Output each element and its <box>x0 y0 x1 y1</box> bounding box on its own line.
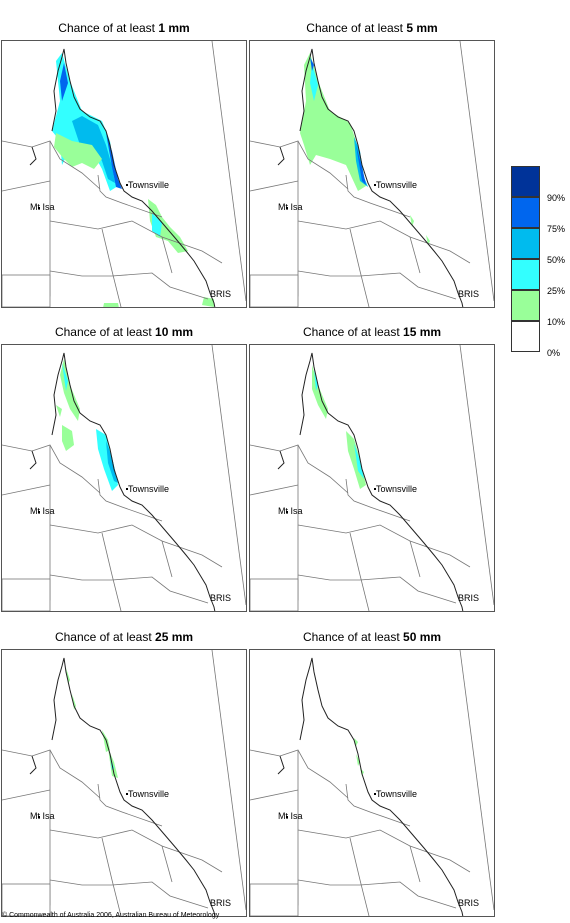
label-townsville: Townsville <box>376 484 418 494</box>
map-panel-15mm: Chance of at least 15 mm <box>249 325 495 612</box>
label-brisbane: BRIS <box>458 898 480 908</box>
legend-label-75: 75% <box>547 224 566 234</box>
panel-title: Chance of at least 10 mm <box>54 325 194 339</box>
state-borders <box>2 41 246 307</box>
legend-swatch-75-90 <box>511 197 540 228</box>
copyright-notice: © Commonwealth of Australia 2006, Austra… <box>2 912 220 919</box>
map: Townsville Mt Isa BRIS <box>1 40 247 308</box>
panel-title: Chance of at least 1 mm <box>58 21 190 35</box>
label-brisbane: BRIS <box>210 593 232 603</box>
map-graphic <box>2 650 246 916</box>
map-graphic <box>250 345 494 611</box>
coastline <box>29 48 216 307</box>
panel-title: Chance of at least 50 mm <box>302 630 442 644</box>
map: Townsville Mt Isa BRIS <box>249 344 495 612</box>
legend-swatch-0-10 <box>511 321 540 352</box>
map-panel-50mm: Chance of at least 50 mm <box>249 630 495 917</box>
map-graphic <box>2 41 246 307</box>
map: Townsville Mt Isa BRIS <box>249 40 495 308</box>
label-townsville: Townsville <box>376 180 418 190</box>
label-mt-isa: Mt Isa <box>278 506 303 516</box>
label-mt-isa: Mt Isa <box>30 811 55 821</box>
city-dots <box>38 184 128 209</box>
legend-swatch-90-100 <box>511 166 540 197</box>
probability-legend: 90% 75% 50% 25% 10% 0% <box>511 166 570 358</box>
map-panel-25mm: Chance of at least 25 mm <box>1 630 247 917</box>
label-mt-isa: Mt Isa <box>278 811 303 821</box>
panel-title: Chance of at least 15 mm <box>302 325 442 339</box>
label-brisbane: BRIS <box>210 289 232 299</box>
legend-label-50: 50% <box>547 255 566 265</box>
panel-title: Chance of at least 5 mm <box>306 21 438 35</box>
label-brisbane: BRIS <box>210 898 232 908</box>
legend-swatch-25-50 <box>511 259 540 290</box>
rain-probability-shading <box>52 53 214 307</box>
label-mt-isa: Mt Isa <box>30 506 55 516</box>
map: Townsville Mt Isa BRIS <box>249 649 495 917</box>
label-townsville: Townsville <box>128 484 170 494</box>
label-mt-isa: Mt Isa <box>278 202 303 212</box>
map-panel-1mm: Chance of at least 1 mm <box>1 21 247 308</box>
label-brisbane: BRIS <box>458 593 480 603</box>
map-graphic <box>250 41 494 307</box>
legend-label-0: 0% <box>547 348 561 358</box>
legend-label-25: 25% <box>547 286 566 296</box>
legend-swatch-10-25 <box>511 290 540 321</box>
map: Townsville Mt Isa BRIS <box>1 649 247 917</box>
label-townsville: Townsville <box>128 180 170 190</box>
label-mt-isa: Mt Isa <box>30 202 55 212</box>
label-townsville: Townsville <box>376 789 418 799</box>
legend-label-10: 10% <box>547 317 566 327</box>
label-brisbane: BRIS <box>458 289 480 299</box>
map-panel-5mm: Chance of at least 5 mm <box>249 21 495 308</box>
map-graphic <box>2 345 246 611</box>
panel-title: Chance of at least 25 mm <box>54 630 194 644</box>
map-graphic <box>250 650 494 916</box>
legend-label-90: 90% <box>547 193 566 203</box>
map-panel-10mm: Chance of at least 10 mm <box>1 325 247 612</box>
legend-swatch-50-75 <box>511 228 540 259</box>
map: Townsville Mt Isa BRIS <box>1 344 247 612</box>
label-townsville: Townsville <box>128 789 170 799</box>
